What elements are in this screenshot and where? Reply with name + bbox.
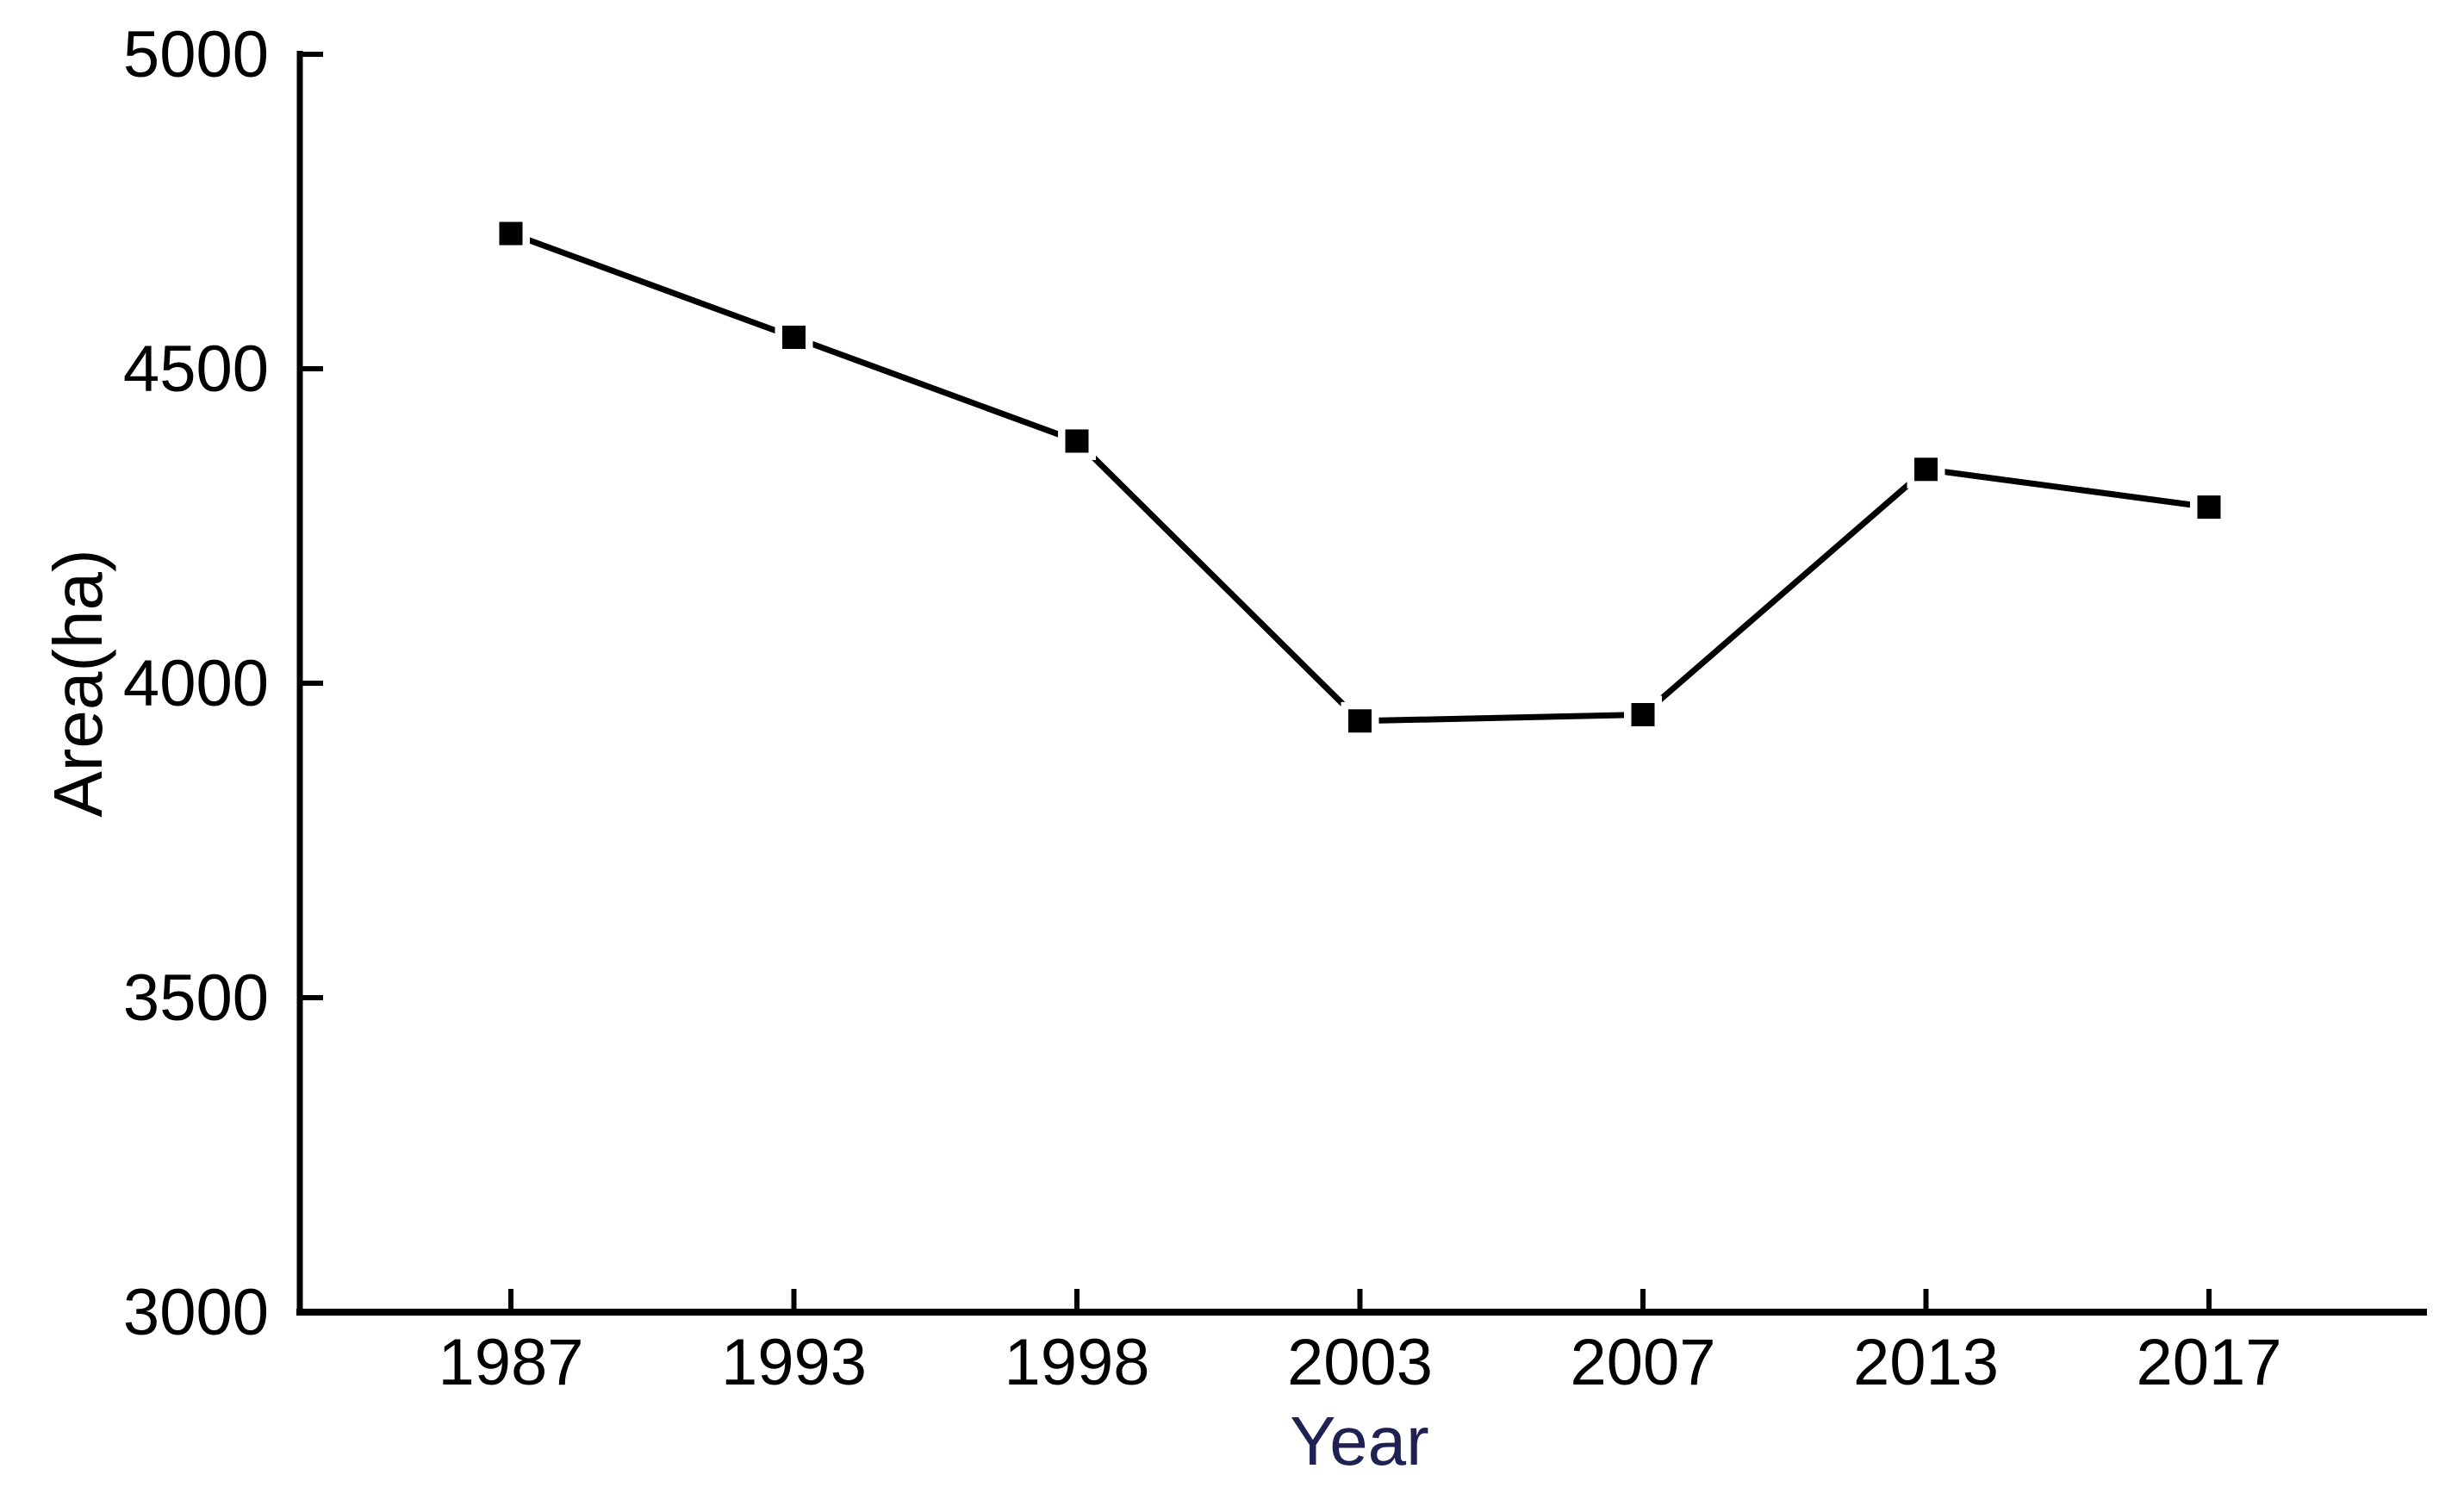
data-point-2003 <box>1348 709 1372 733</box>
x-tick-label-2017: 2017 <box>2136 1326 2281 1399</box>
data-point-2007 <box>1631 703 1655 726</box>
data-point-1987 <box>499 221 523 246</box>
y-tick-label-5000: 5000 <box>123 18 269 91</box>
data-point-2013 <box>1914 457 1938 482</box>
x-axis-ticks: 1987 1993 1998 2003 2007 2013 2017 <box>438 1289 2282 1399</box>
series-line <box>507 230 2212 725</box>
y-tick-label-4500: 4500 <box>123 333 269 406</box>
x-tick-label-2007: 2007 <box>1570 1326 1715 1399</box>
y-tick-label-4000: 4000 <box>123 647 269 720</box>
x-tick-label-1998: 1998 <box>1004 1326 1149 1399</box>
data-series <box>492 215 2228 740</box>
data-point-2017 <box>2197 495 2221 520</box>
x-tick-label-2003: 2003 <box>1287 1326 1433 1399</box>
y-axis-ticks: 3000 3500 4000 4500 5000 <box>123 18 323 1349</box>
x-axis-title: Year <box>1290 1403 1429 1479</box>
y-tick-label-3000: 3000 <box>123 1276 269 1349</box>
y-axis-title: Area(ha) <box>40 549 116 817</box>
data-point-1993 <box>782 326 806 349</box>
y-tick-label-3500: 3500 <box>123 961 269 1035</box>
data-point-1998 <box>1065 429 1089 453</box>
x-tick-label-2013: 2013 <box>1853 1326 1999 1399</box>
x-tick-label-1993: 1993 <box>721 1326 867 1399</box>
x-tick-label-1987: 1987 <box>438 1326 583 1399</box>
